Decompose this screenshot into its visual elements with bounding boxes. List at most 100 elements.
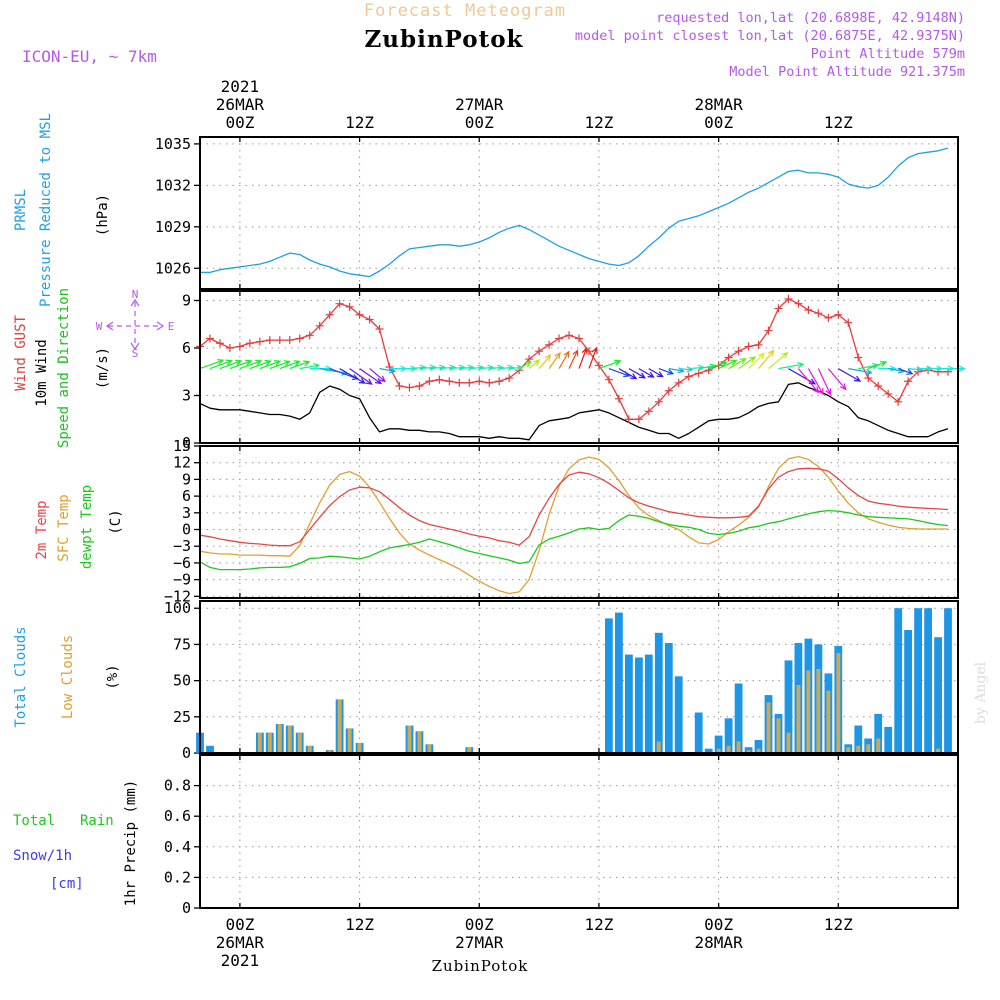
gust-marker xyxy=(265,336,274,345)
pressure-ytick-label: 1026 xyxy=(155,259,191,277)
gust-marker xyxy=(325,310,334,319)
wind-direction-arrow xyxy=(807,368,824,396)
gust-marker xyxy=(724,353,733,362)
clouds-unit: (%) xyxy=(105,664,121,689)
wind-direction-arrow xyxy=(269,360,291,370)
gust-marker xyxy=(225,344,234,352)
low-cloud-bar xyxy=(866,744,871,753)
model-altitude: Model Point Altitude 921.375m xyxy=(729,64,965,80)
wind-label: 10m Wind xyxy=(34,339,50,406)
wind-direction-arrow xyxy=(797,368,820,394)
wind-direction-arrow xyxy=(848,368,873,375)
wind-direction-arrow xyxy=(908,366,924,373)
wind-direction-arrow xyxy=(459,364,475,371)
top-date-label: 28MAR xyxy=(695,95,744,114)
gust-marker xyxy=(425,377,434,386)
wind-direction-arrow xyxy=(359,368,383,385)
signature: by Angel xyxy=(973,661,989,724)
wind-direction-arrow xyxy=(229,359,253,370)
wind-unit: (m/s) xyxy=(95,347,111,389)
precip-ytick-label: 0 xyxy=(182,899,191,917)
gust-marker xyxy=(535,347,544,356)
low-cloud-bar xyxy=(417,731,422,753)
gust-marker xyxy=(904,377,913,386)
clouds-ytick-label: 25 xyxy=(173,708,191,726)
gust-marker xyxy=(754,340,763,349)
pressure-label-2: Pressure Reduced to MSL xyxy=(38,113,54,307)
gust-marker xyxy=(764,326,773,335)
low-cloud-bar xyxy=(846,747,851,753)
wind-direction-arrow xyxy=(718,359,738,370)
wind-direction-arrow xyxy=(648,368,664,378)
wind-direction-arrow xyxy=(897,368,914,375)
compass-rose: N S W E xyxy=(96,288,175,360)
low-cloud-bar xyxy=(656,741,661,753)
temp-unit: (C) xyxy=(108,509,124,534)
direction-label: Speed and Direction xyxy=(56,288,72,448)
top-time-tick: 12Z xyxy=(824,113,853,132)
top-time-tick: 00Z xyxy=(704,113,733,132)
gust-marker xyxy=(245,339,254,348)
total-cloud-bar xyxy=(904,630,912,753)
low-cloud-bar xyxy=(756,748,761,753)
wind-direction-arrow xyxy=(339,368,366,384)
precip-ylabel: 1hr Precip (mm) xyxy=(123,780,139,906)
wind-direction-arrow xyxy=(867,360,888,370)
low-cloud-bar xyxy=(407,725,412,753)
gust-marker xyxy=(654,397,663,406)
bottom-time-tick: 12Z xyxy=(345,915,374,934)
wind-direction-arrow xyxy=(558,350,570,369)
gust-marker xyxy=(734,347,743,356)
wind-ytick-label: 6 xyxy=(182,339,191,357)
low-cloud-bar xyxy=(736,741,741,753)
legend-rain: Rain xyxy=(80,813,114,829)
wind-direction-arrow xyxy=(538,354,552,369)
total-cloud-bar xyxy=(754,740,763,753)
wind-direction-arrow xyxy=(658,368,675,375)
low-cloud-bar xyxy=(357,742,362,753)
precip-ytick-label: 0.6 xyxy=(164,807,191,825)
bottom-date-label: 26MAR xyxy=(216,933,265,952)
gust-marker xyxy=(774,304,783,313)
wind-direction-arrow xyxy=(499,364,515,371)
total-cloud-bar xyxy=(654,632,663,753)
gust-marker xyxy=(674,378,683,387)
gust-marker xyxy=(465,378,474,387)
wind-direction-arrow xyxy=(768,351,789,370)
temp-ytick-label: −6 xyxy=(173,554,191,572)
gust-marker xyxy=(884,389,893,398)
wind-direction-arrow xyxy=(568,349,579,369)
sfc-temp-line xyxy=(199,455,948,595)
wind-direction-arrow xyxy=(479,364,495,371)
bottom-time-tick: 00Z xyxy=(225,915,254,934)
low-cloud-bar xyxy=(297,732,302,753)
total-cloud-bar xyxy=(635,657,643,753)
gust-marker xyxy=(405,383,414,392)
low-cloud-bar xyxy=(776,718,781,753)
wind-ytick-label: 9 xyxy=(182,292,191,310)
gust-marker xyxy=(395,382,404,390)
compass-e-arrow-icon xyxy=(156,321,165,331)
pressure-ytick-label: 1035 xyxy=(155,135,191,153)
precip-ytick-label: 0.2 xyxy=(164,868,191,886)
wind-direction-arrow xyxy=(678,366,694,373)
gust-marker xyxy=(894,397,903,406)
low-cloud-bar xyxy=(816,669,821,753)
gust-marker xyxy=(565,331,574,340)
gust-marker xyxy=(335,299,344,308)
gust-marker xyxy=(305,331,314,340)
wind-direction-arrow xyxy=(409,364,427,371)
top-date-label: 26MAR xyxy=(216,95,265,114)
gust-marker xyxy=(614,394,623,403)
wind-direction-arrow xyxy=(598,359,622,370)
gust-marker xyxy=(385,363,394,371)
pressure-panel: 1026 1029 1032 1035 xyxy=(155,135,959,290)
temp-frame xyxy=(199,445,959,599)
gust-marker xyxy=(255,337,264,346)
low-clouds-label: Low Clouds xyxy=(60,635,76,719)
total-cloud-bar xyxy=(674,676,683,753)
time-axis: 00Z 00Z 12Z 12Z 00Z 00Z 12Z 12Z 00Z 00Z 12Z 12Z 2021… xyxy=(216,77,853,970)
total-cloud-bar xyxy=(734,683,743,753)
wind-direction-arrow xyxy=(778,362,805,370)
top-time-tick: 12Z xyxy=(345,113,374,132)
